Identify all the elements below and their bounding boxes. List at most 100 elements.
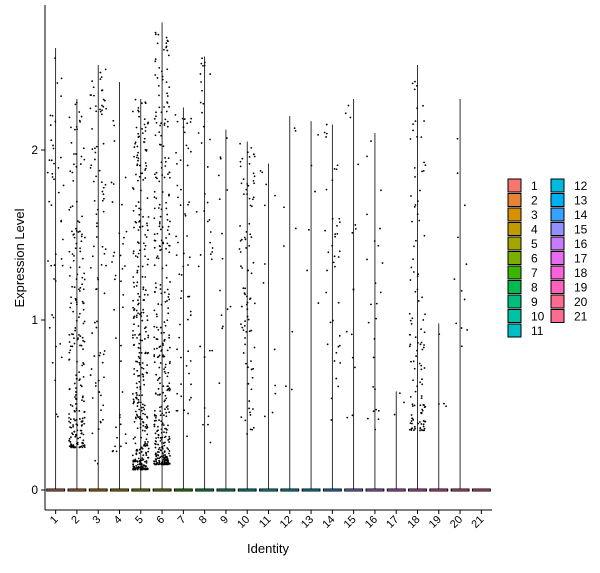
point-5 [138, 394, 141, 397]
point-6 [164, 165, 167, 167]
point-6 [168, 336, 170, 339]
point-16 [374, 282, 377, 285]
point-6 [168, 171, 171, 174]
point-2 [81, 417, 84, 420]
point-5 [136, 145, 139, 148]
point-6 [165, 397, 168, 400]
point-5 [142, 424, 145, 427]
point-6 [158, 461, 161, 464]
point-5 [145, 461, 148, 464]
point-19 [443, 402, 445, 405]
point-6 [153, 409, 156, 412]
point-5 [136, 369, 139, 372]
point-2 [82, 147, 85, 150]
point-5 [147, 440, 149, 443]
point-6 [157, 393, 159, 396]
point-6 [153, 233, 156, 236]
point-3 [99, 420, 102, 423]
point-18 [416, 213, 419, 216]
point-5 [142, 375, 145, 378]
point-6 [165, 45, 168, 48]
point-18 [422, 429, 425, 432]
point-6 [153, 414, 156, 417]
point-2 [69, 266, 72, 269]
violin-base-14 [322, 488, 342, 492]
point-3 [94, 382, 97, 384]
point-2 [80, 420, 83, 423]
point-8 [211, 251, 214, 253]
point-6 [167, 448, 170, 451]
point-2 [75, 398, 78, 401]
point-2 [78, 230, 81, 233]
point-5 [142, 421, 145, 424]
point-2 [83, 416, 86, 419]
point-9 [221, 325, 224, 328]
point-6 [168, 105, 170, 108]
point-6 [153, 355, 156, 358]
point-6 [156, 430, 158, 433]
point-2 [78, 371, 81, 374]
point-18 [419, 343, 422, 346]
point-5 [140, 462, 143, 465]
legend-label: 3 [531, 208, 538, 222]
point-2 [83, 422, 86, 425]
point-2 [71, 205, 74, 208]
point-18 [409, 319, 412, 322]
point-9 [218, 198, 221, 201]
point-5 [138, 452, 141, 454]
point-18 [416, 349, 418, 352]
violin-group-14 [322, 123, 342, 492]
point-6 [166, 125, 169, 128]
point-10 [243, 292, 246, 295]
point-6 [166, 120, 169, 123]
point-6 [164, 160, 167, 163]
point-3 [98, 354, 101, 357]
point-6 [156, 347, 158, 350]
point-6 [159, 456, 162, 459]
point-6 [157, 303, 160, 305]
point-18 [413, 425, 416, 428]
point-6 [163, 436, 166, 439]
point-2 [83, 340, 86, 343]
point-9 [229, 305, 232, 308]
point-1 [49, 124, 52, 126]
point-5 [138, 417, 141, 420]
point-7 [186, 435, 188, 438]
point-2 [83, 236, 86, 239]
point-6 [154, 392, 157, 395]
point-8 [199, 73, 202, 75]
point-1 [54, 57, 57, 60]
point-13 [314, 190, 316, 193]
point-7 [176, 120, 179, 123]
point-2 [68, 341, 71, 343]
point-2 [68, 420, 70, 423]
point-1 [60, 258, 63, 260]
point-7 [187, 203, 189, 206]
point-6 [169, 220, 171, 223]
point-5 [138, 220, 141, 222]
point-5 [143, 383, 146, 386]
point-8 [199, 101, 202, 104]
point-6 [165, 415, 168, 418]
point-5 [136, 463, 139, 466]
point-5 [136, 460, 139, 463]
point-18 [420, 341, 423, 344]
point-4 [115, 450, 118, 453]
point-4 [113, 251, 116, 254]
point-10 [250, 329, 253, 332]
legend-item-18: 18 [550, 265, 588, 280]
point-5 [137, 416, 140, 418]
point-6 [154, 453, 157, 456]
point-2 [80, 344, 83, 347]
point-3 [96, 225, 98, 228]
point-2 [81, 399, 83, 402]
point-2 [78, 333, 80, 336]
point-5 [147, 258, 149, 261]
point-14 [323, 131, 326, 134]
point-18 [422, 425, 425, 428]
point-6 [167, 424, 169, 427]
point-5 [147, 351, 150, 354]
point-5 [136, 427, 139, 430]
point-1 [51, 172, 54, 175]
